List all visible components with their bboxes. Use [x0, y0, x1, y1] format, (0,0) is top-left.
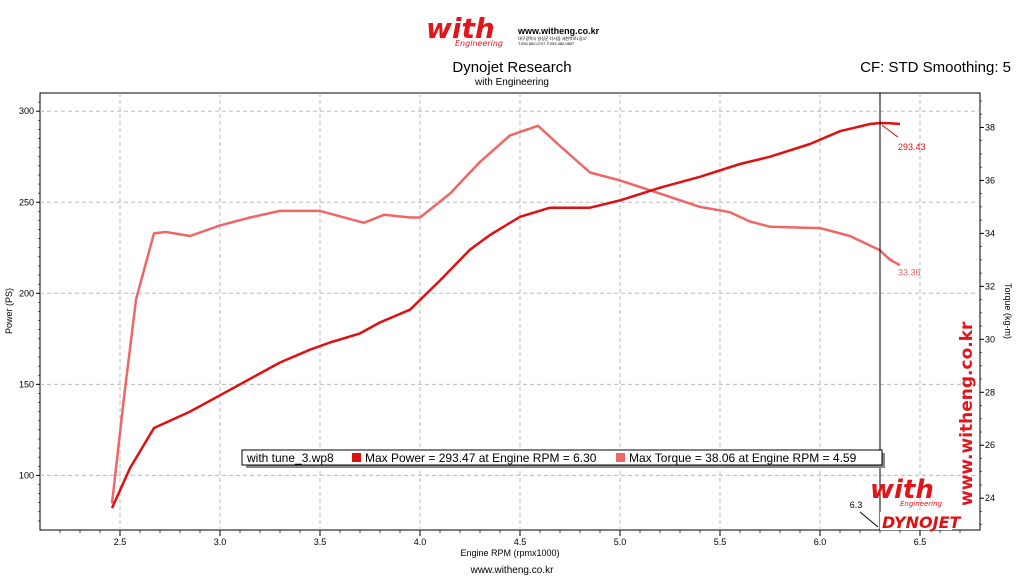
legend-torque-swatch — [616, 453, 625, 462]
legend-box — [241, 449, 883, 466]
minor-ticks — [36, 100, 984, 536]
y-tick-labels: 100 150 200 250 300 — [19, 106, 34, 480]
logo-address: 대구광역시 달성군 다사읍 세천북로1길37 — [518, 35, 588, 41]
y-tick-label: 100 — [19, 470, 34, 480]
logo-url: www.witheng.co.kr — [517, 26, 600, 36]
vertical-watermark-url: www.witheng.co.kr — [957, 321, 977, 506]
y2-tick-label: 32 — [985, 281, 995, 291]
x-tick-label: 5.5 — [714, 537, 727, 547]
x-tick-label: 2.5 — [114, 537, 127, 547]
logo-engineering-text: Engineering — [455, 39, 503, 48]
y2-tick-label: 34 — [985, 228, 995, 238]
legend-file: with tune_3.wp8 — [246, 451, 334, 465]
rpm-cursor-label: 6.3 — [850, 500, 863, 510]
y2-tick-label: 38 — [985, 122, 995, 132]
y2-tick-label: 24 — [985, 493, 995, 503]
x-tick-label: 6.0 — [814, 537, 827, 547]
x-tick-labels: 2.5 3.0 3.5 4.0 4.5 5.0 5.5 6.0 6.5 — [114, 537, 927, 547]
y-tick-label: 200 — [19, 288, 34, 298]
y-tick-label: 150 — [19, 379, 34, 389]
cf-smoothing-label: CF: STD Smoothing: 5 — [860, 59, 1011, 76]
x-axis-label: Engine RPM (rpmx1000) — [460, 548, 559, 558]
x-tick-label: 6.5 — [914, 537, 927, 547]
y2-tick-label: 28 — [985, 387, 995, 397]
power-readout-value: 293.43 — [898, 142, 926, 152]
legend-power-entry: Max Power = 293.47 at Engine RPM = 6.30 — [365, 451, 597, 465]
x-tick-label: 3.0 — [214, 537, 227, 547]
torque-series-line — [110, 124, 901, 504]
cursor-label-arrow — [859, 511, 879, 528]
dynojet-logo-bg — [880, 512, 952, 530]
y2-tick-label: 26 — [985, 440, 995, 450]
y2-tick-label: 30 — [985, 334, 995, 344]
dynojet-logo: DYNOJET — [880, 512, 962, 532]
x-tick-label: 3.5 — [314, 537, 327, 547]
y-axis-label: Power (PS) — [4, 288, 14, 334]
torque-readout-value: 33.36 — [898, 267, 921, 277]
x-tick-label: 4.0 — [414, 537, 427, 547]
y2-tick-label: 36 — [985, 175, 995, 185]
x-tick-label: 5.0 — [614, 537, 627, 547]
x-tick-label: 4.5 — [514, 537, 527, 547]
cursor-readouts: 293.43 33.36 — [859, 124, 926, 528]
torque-readout-arrow — [881, 251, 899, 265]
legend-power-swatch — [352, 453, 361, 462]
legend: with tune_3.wp8 Max Power = 293.47 at En… — [241, 449, 885, 468]
footer-url: www.witheng.co.kr — [470, 565, 554, 576]
logo-phone: T.053.582.0707 F.053.582.0807 — [518, 41, 575, 46]
legend-torque-entry: Max Torque = 38.06 at Engine RPM = 4.59 — [629, 451, 857, 465]
y-tick-label: 300 — [19, 106, 34, 116]
header-logo: with Engineering www.witheng.co.kr 대구광역시… — [426, 12, 600, 48]
chart-subtitle: with Engineering — [474, 77, 549, 88]
y-tick-label: 250 — [19, 197, 34, 207]
power-readout-arrow — [881, 124, 899, 138]
watermark-with-text: with — [870, 475, 934, 505]
y2-tick-labels: 24 26 28 30 32 34 36 38 — [985, 122, 995, 503]
logo-with-text: with — [426, 12, 495, 45]
y2-axis-label: Torque (kg-m) — [1003, 283, 1013, 339]
dynojet-logo-text: DYNOJET — [882, 513, 962, 532]
power-series-line — [110, 121, 901, 509]
chart-title: Dynojet Research — [452, 59, 571, 76]
watermark-engineering-text: Engineering — [900, 500, 943, 508]
